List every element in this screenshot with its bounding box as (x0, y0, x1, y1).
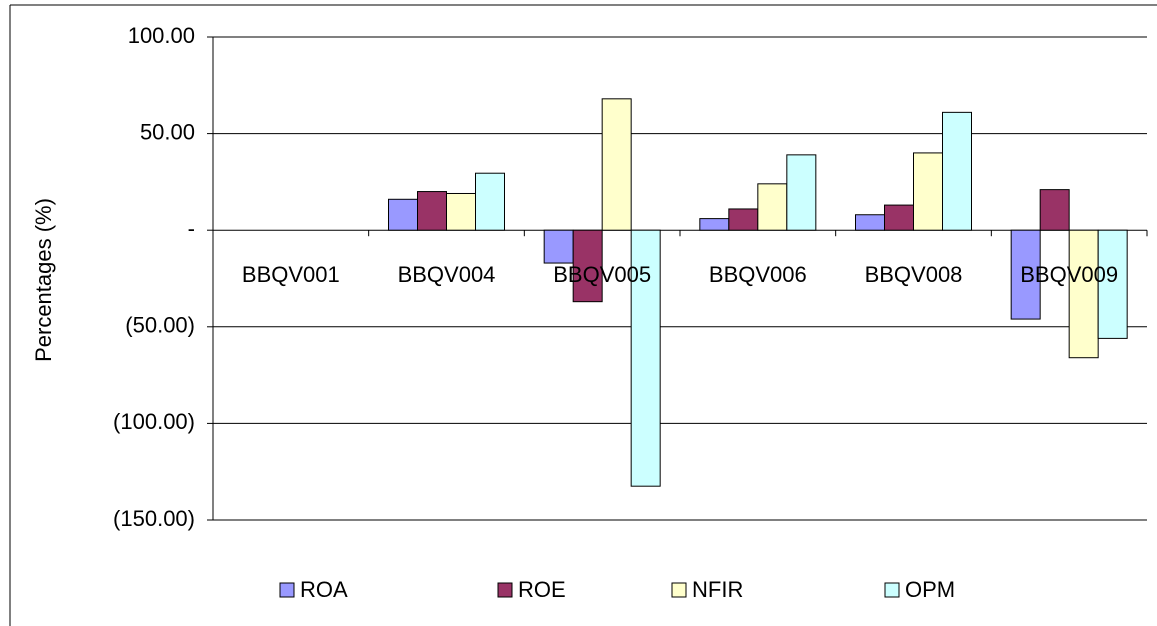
y-tick-label: 100.00 (128, 23, 195, 48)
bar (1010, 229, 1041, 320)
bar (884, 204, 914, 231)
x-tick-label: BBQV004 (398, 262, 496, 287)
bar (1097, 229, 1128, 339)
bar (417, 191, 447, 231)
bar (601, 98, 632, 231)
legend-marker (497, 582, 513, 598)
bar (728, 208, 759, 231)
y-tick-label: - (188, 216, 195, 241)
bar (757, 183, 788, 231)
y-tick-label: (150.00) (113, 506, 195, 531)
y-tick-label: 50.00 (140, 119, 195, 144)
bar (475, 172, 505, 231)
bar (786, 154, 817, 231)
x-tick-label: BBQV008 (865, 262, 963, 287)
legend-marker (671, 582, 687, 598)
x-tick-label: BBQV009 (1020, 262, 1118, 287)
legend-label: ROA (300, 577, 348, 602)
x-tick-label: BBQV006 (709, 262, 807, 287)
bar (1039, 189, 1070, 231)
legend-label: NFIR (692, 577, 743, 602)
x-tick-label: BBQV005 (553, 262, 651, 287)
y-tick-label: (100.00) (113, 409, 195, 434)
x-tick-label: BBQV001 (242, 262, 340, 287)
legend-marker (279, 582, 295, 598)
legend-marker (884, 582, 900, 598)
bar (1068, 229, 1099, 359)
bar (699, 218, 730, 231)
bar (572, 229, 603, 303)
y-tick-label: (50.00) (125, 313, 195, 338)
legend-label: OPM (905, 577, 955, 602)
bar (942, 111, 972, 231)
bar (913, 152, 943, 231)
bar (388, 198, 418, 231)
y-axis-label: Percentages (%) (31, 198, 56, 362)
bar (543, 229, 574, 264)
bar (446, 192, 476, 231)
bar (855, 214, 885, 231)
legend-label: ROE (518, 577, 566, 602)
bar (630, 229, 661, 487)
